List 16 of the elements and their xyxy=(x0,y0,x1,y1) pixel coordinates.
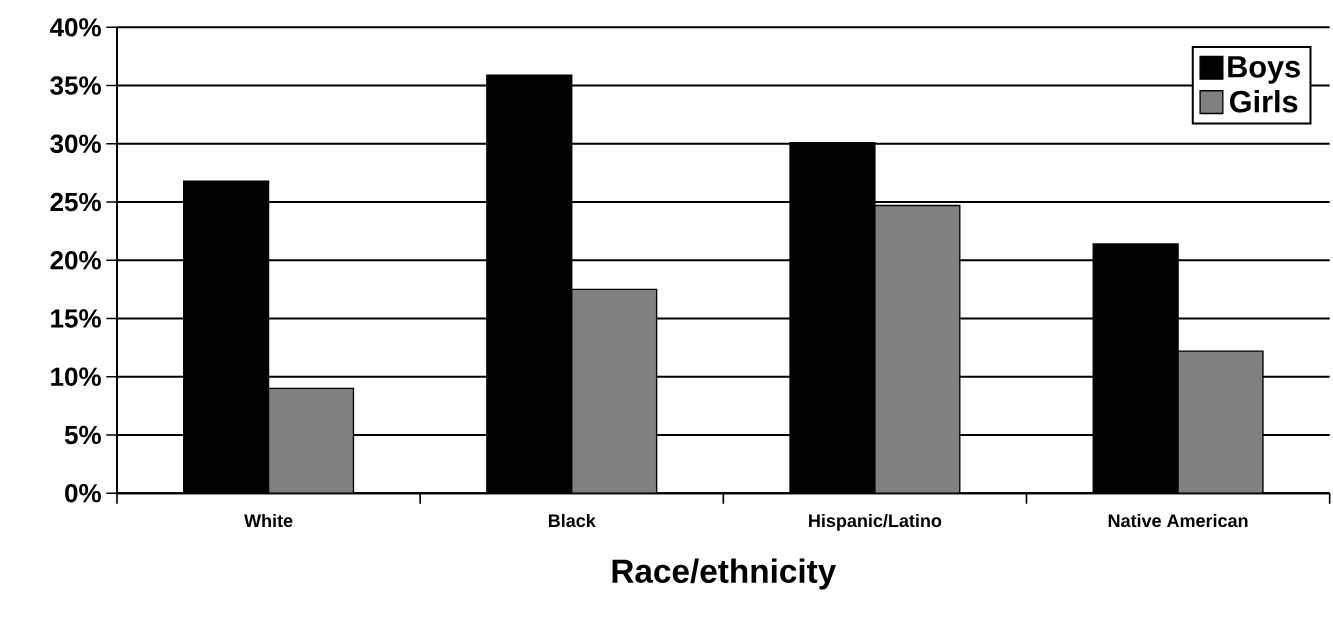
legend-label: Boys xyxy=(1228,56,1300,84)
y-tick-label: 40% xyxy=(49,18,101,37)
y-tick-label: 25% xyxy=(50,192,101,212)
x-tick-label: Black xyxy=(548,513,596,528)
x-tick-label: Hispanic/Latino xyxy=(809,513,942,531)
legend-label: Girls xyxy=(1229,89,1298,113)
y-tick-label: 5% xyxy=(64,425,101,445)
y-tick-label: 20% xyxy=(50,250,101,270)
y-tick-label: 0% xyxy=(65,483,101,503)
y-tick-label: 15% xyxy=(51,309,101,328)
y-tick-label: 30% xyxy=(50,134,101,153)
x-axis-title: Race/ethnicity xyxy=(612,558,837,590)
x-tick-label: White xyxy=(244,513,293,528)
x-tick-label: Native American xyxy=(1108,513,1248,528)
y-tick-label: 35% xyxy=(50,76,101,95)
y-tick-label: 10% xyxy=(51,367,101,386)
